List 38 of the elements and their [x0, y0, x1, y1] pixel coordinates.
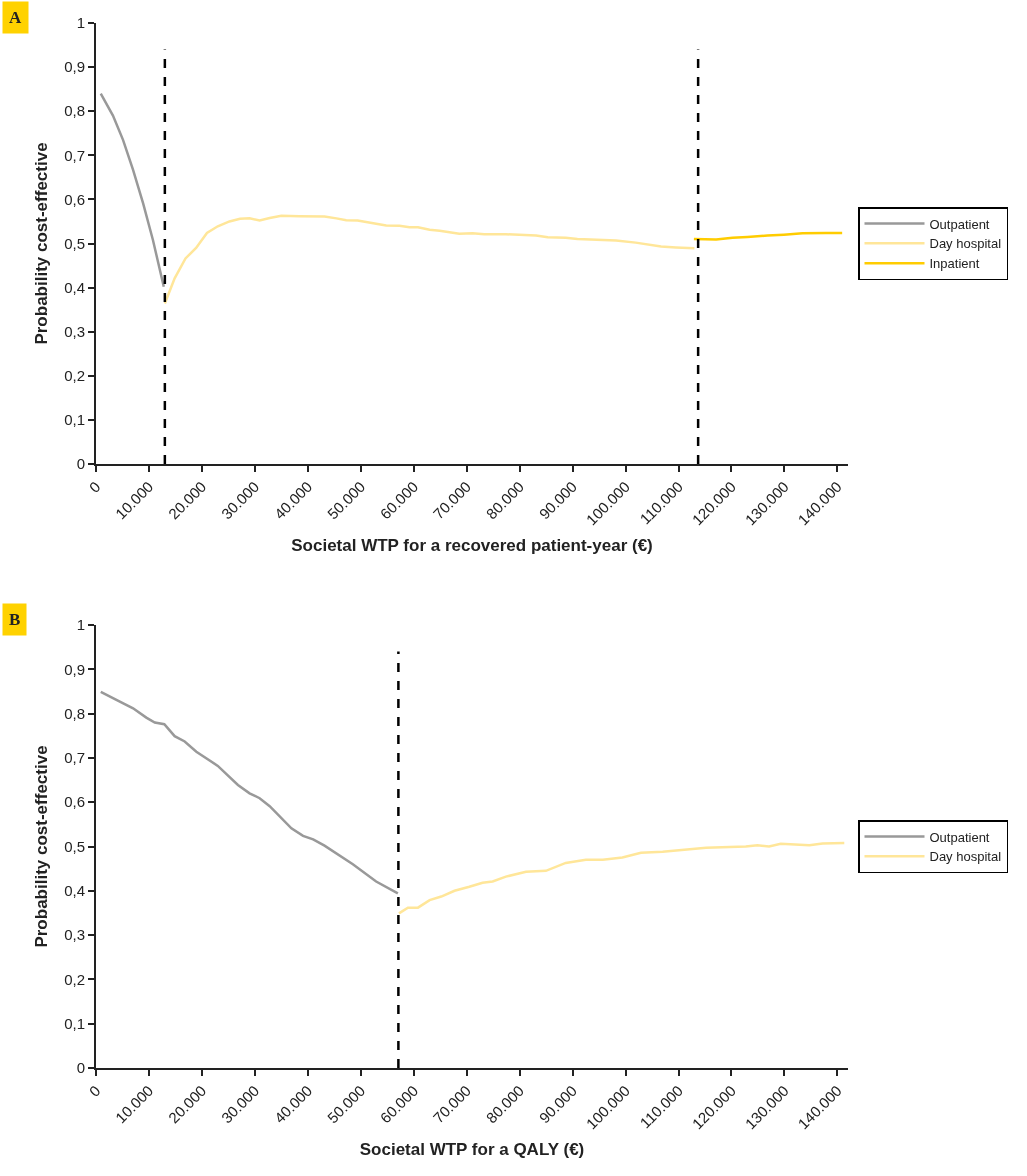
y-tick-label: 0,4 [64, 278, 85, 296]
y-tick-label: 1 [76, 616, 85, 634]
y-tick-label: 0,8 [64, 102, 85, 120]
y-tick-label: 0,6 [64, 190, 85, 208]
y-tick-label: 0,6 [64, 793, 85, 811]
y-tick-label: 0,9 [64, 660, 85, 678]
line-series [99, 92, 166, 288]
y-tick-label: 0,1 [64, 1014, 85, 1032]
y-tick-label: 0 [76, 455, 85, 473]
y-axis-title: Probability cost-effective [32, 142, 52, 345]
y-tick-label: 0,2 [64, 367, 85, 385]
y-axis-title: Probability cost-effective [32, 745, 52, 948]
y-tick-label: 1 [76, 14, 85, 32]
text: B [9, 610, 21, 629]
y-tick-label: 0,5 [64, 837, 85, 855]
y-tick-label: 0,4 [64, 882, 85, 900]
y-tick-label: 0,5 [64, 234, 85, 252]
y-tick-label: 0,7 [64, 749, 85, 767]
line-series [397, 841, 846, 915]
x-axis-title: Societal WTP for a recovered patient-year (€) [291, 536, 653, 556]
legend-label: Day hospital [929, 849, 1002, 865]
y-tick-label: 0,3 [64, 926, 85, 944]
text: A [9, 8, 22, 27]
legend-label: Outpatient [929, 216, 990, 232]
y-tick-label: 0,1 [64, 411, 85, 429]
y-tick-label: 0,8 [64, 704, 85, 722]
y-tick-label: 0,2 [64, 970, 85, 988]
y-tick-label: 0 [76, 1059, 85, 1077]
y-tick-label: 0,9 [64, 58, 85, 76]
legend-label: Outpatient [929, 829, 990, 845]
y-tick-label: 0,7 [64, 146, 85, 164]
legend-label: Inpatient [929, 256, 980, 272]
x-axis-title: Societal WTP for a QALY (€) [359, 1140, 585, 1160]
line-series [163, 214, 696, 305]
line-series [99, 690, 400, 895]
legend-label: Day hospital [929, 236, 1002, 252]
line-series [692, 231, 844, 241]
y-tick-label: 0,3 [64, 322, 85, 340]
